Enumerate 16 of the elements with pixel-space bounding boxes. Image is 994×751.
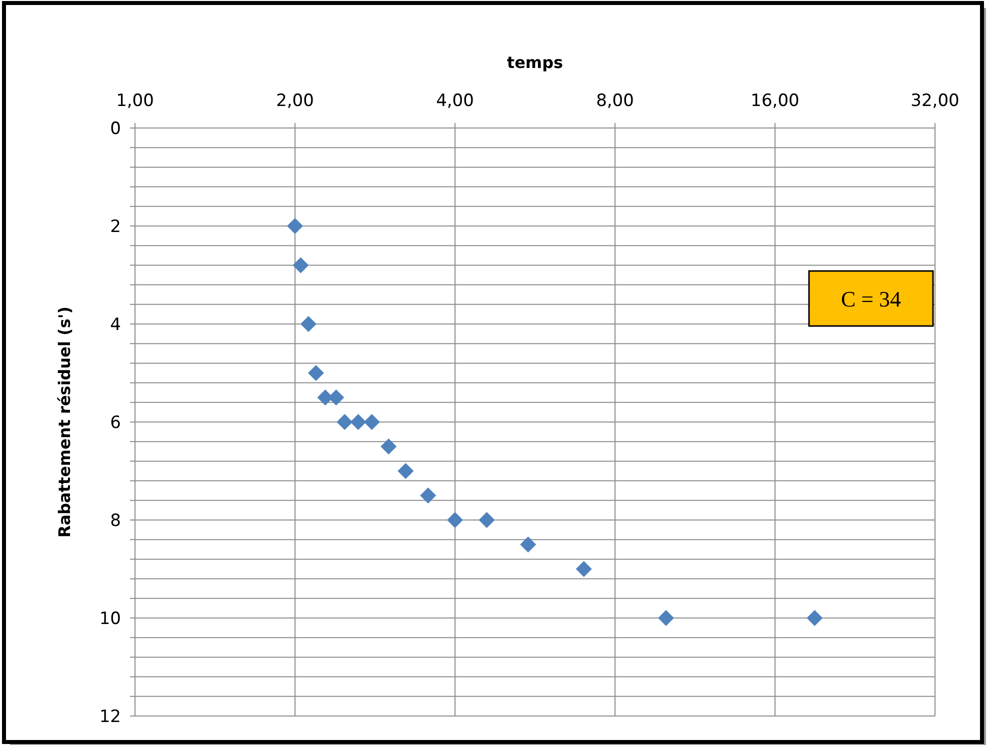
y-tick-label: 12 <box>99 706 121 727</box>
y-tick-label: 4 <box>110 314 121 335</box>
y-tick-label: 2 <box>110 216 121 237</box>
y-tick-label: 0 <box>110 118 121 139</box>
annotation: C = 34 <box>840 286 902 312</box>
y-tick-label: 10 <box>99 608 121 629</box>
y-axis-title: Rabattement résiduel (s') <box>55 306 74 538</box>
y-tick-label: 6 <box>110 412 121 433</box>
x-tick-label: 32,00 <box>910 91 960 111</box>
x-tick-label: 1,00 <box>116 91 154 111</box>
x-axis-title: temps <box>506 53 564 72</box>
x-tick-label: 4,00 <box>436 91 474 111</box>
x-tick-label: 8,00 <box>596 91 634 111</box>
x-tick-label: 2,00 <box>276 91 314 111</box>
y-tick-label: 8 <box>110 510 121 531</box>
x-tick-label: 16,00 <box>750 91 800 111</box>
